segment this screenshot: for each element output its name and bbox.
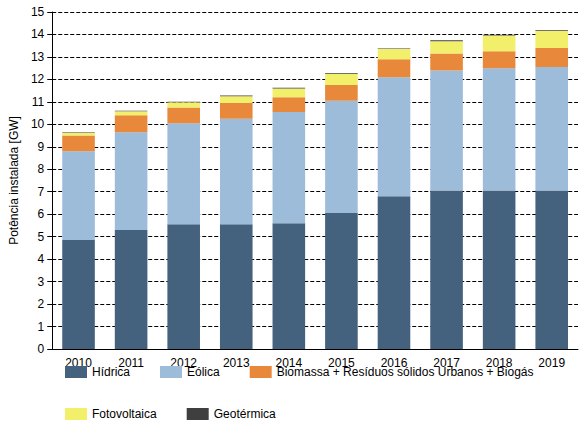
svg-text:2012: 2012: [170, 356, 197, 370]
svg-text:2018: 2018: [485, 356, 513, 370]
svg-text:Hídrica: Hídrica: [92, 365, 130, 379]
svg-text:12: 12: [31, 72, 45, 86]
svg-text:8: 8: [38, 162, 45, 176]
svg-text:2015: 2015: [328, 356, 355, 370]
svg-text:13: 13: [31, 50, 45, 64]
svg-text:2014: 2014: [275, 356, 303, 370]
svg-text:2016: 2016: [380, 356, 408, 370]
svg-text:Potência instalada [GW]: Potência instalada [GW]: [7, 116, 21, 245]
svg-text:7: 7: [38, 185, 45, 199]
svg-text:9: 9: [38, 140, 45, 154]
svg-text:10: 10: [31, 117, 45, 131]
svg-text:2: 2: [38, 297, 45, 311]
svg-text:15: 15: [31, 5, 45, 19]
svg-text:2010: 2010: [65, 356, 92, 370]
svg-text:14: 14: [31, 27, 45, 41]
svg-text:6: 6: [38, 207, 45, 221]
svg-text:2019: 2019: [538, 356, 565, 370]
svg-text:2013: 2013: [223, 356, 250, 370]
svg-text:Biomassa + Resíduos sólidos Ur: Biomassa + Resíduos sólidos Urbanos + Bi…: [277, 365, 534, 379]
svg-text:4: 4: [38, 252, 45, 266]
svg-text:2017: 2017: [433, 356, 460, 370]
svg-text:0: 0: [38, 342, 45, 356]
svg-text:1: 1: [38, 320, 45, 334]
svg-text:Geotérmica: Geotérmica: [214, 407, 276, 421]
svg-text:2011: 2011: [118, 356, 144, 370]
svg-text:Fotovoltaica: Fotovoltaica: [92, 407, 157, 421]
svg-text:5: 5: [38, 230, 45, 244]
svg-text:3: 3: [38, 275, 45, 289]
svg-text:11: 11: [32, 95, 45, 109]
svg-text:Eólica: Eólica: [187, 365, 220, 379]
